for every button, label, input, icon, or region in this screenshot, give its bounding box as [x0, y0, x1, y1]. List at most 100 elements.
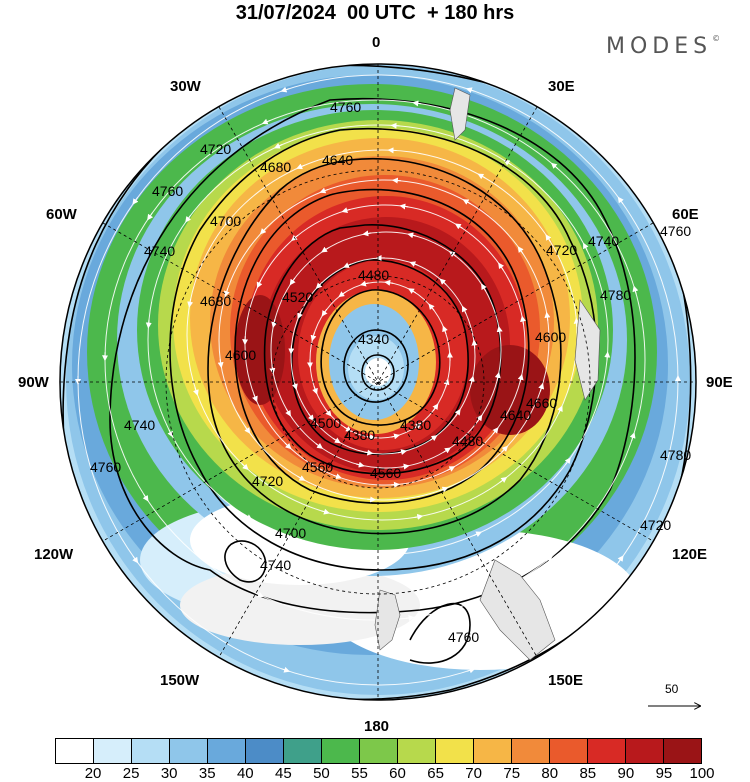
- wind-arrow: [252, 393, 258, 403]
- contour-label: 4640: [500, 407, 531, 423]
- brand-mark: ©: [712, 34, 721, 43]
- wind-arrow: [442, 325, 448, 335]
- wind-arrow: [481, 283, 487, 292]
- colorbar-swatch: [94, 739, 132, 763]
- wind-arrow: [448, 251, 457, 258]
- contour-label: 4760: [660, 223, 691, 239]
- wind-arrow: [285, 408, 291, 417]
- wind-arrow: [356, 551, 366, 558]
- wind-arrow: [492, 427, 499, 435]
- wind-arrow: [193, 387, 199, 396]
- contour-label: 4520: [282, 289, 313, 305]
- wind-arrow: [564, 457, 571, 465]
- contour-label: 4760: [448, 629, 479, 645]
- wind-arrow: [407, 232, 417, 239]
- wind-arrow: [315, 442, 324, 449]
- colorbar-tick-label: 50: [313, 765, 330, 782]
- wind-arrow: [428, 303, 435, 311]
- wind-arrow: [573, 317, 580, 327]
- wind-arrow: [617, 555, 624, 563]
- contour-label: 4480: [358, 267, 389, 283]
- wind-arrow: [273, 142, 283, 149]
- wind-arrow: [466, 667, 476, 674]
- colorbar-tick-label: 60: [389, 765, 406, 782]
- wind-arrow: [432, 403, 439, 412]
- lon-label-90w: 90W: [18, 374, 49, 391]
- wind-arrow: [297, 475, 306, 481]
- contour-label: 4720: [546, 242, 577, 258]
- colorbar-swatch: [322, 739, 360, 763]
- colorbar-swatch: [626, 739, 664, 763]
- wind-arrow: [477, 173, 486, 180]
- wind-arrow: [473, 531, 483, 538]
- wind-arrow: [255, 591, 264, 598]
- colorbar-swatch: [284, 739, 322, 763]
- wind-arrow: [494, 371, 501, 381]
- wind-arrow: [338, 291, 346, 298]
- wind-arrow: [280, 86, 290, 93]
- contour-labels: 4760 4720 4680 4640 4760 4740 4700 4680 4600 4520…: [90, 99, 691, 645]
- contour-label: 4640: [322, 152, 353, 168]
- colorbar-swatch: [436, 739, 474, 763]
- contour-label: 4500: [310, 415, 341, 431]
- colorbar-tick-label: 55: [351, 765, 368, 782]
- wind-arrow: [132, 555, 139, 564]
- wind-arrow: [259, 227, 267, 235]
- wind-arrow: [496, 325, 503, 335]
- wind-arrow: [409, 261, 418, 267]
- wind-arrow: [390, 122, 400, 129]
- wind-arrow: [545, 555, 553, 562]
- colorbar-tick-label: 25: [122, 765, 140, 782]
- wind-arrow: [224, 218, 231, 226]
- lon-label-150w: 150W: [160, 672, 200, 689]
- wind-arrow: [310, 332, 317, 342]
- lon-label-120e: 120E: [672, 546, 708, 563]
- wind-arrow: [439, 278, 447, 286]
- contour-label: 4660: [526, 395, 557, 411]
- reference-vector-label: 50: [665, 682, 679, 696]
- wind-arrow: [454, 223, 463, 230]
- wind-arrow: [390, 481, 400, 488]
- wind-arrow: [319, 187, 329, 194]
- wind-arrow: [384, 279, 394, 286]
- contour-label: 4720: [252, 473, 283, 489]
- wind-arrow: [476, 414, 483, 423]
- wind-arrow: [355, 461, 365, 468]
- contour-label: 4760: [152, 183, 183, 199]
- contour-label: 4720: [200, 141, 231, 157]
- contour-label: 4740: [124, 417, 155, 433]
- wind-arrow: [632, 285, 639, 295]
- wind-arrow: [292, 381, 298, 390]
- wind-arrow: [297, 310, 303, 320]
- contour-label: 4340: [358, 331, 389, 347]
- wind-arrow: [241, 463, 249, 471]
- wind-arrow: [400, 463, 410, 470]
- colorbar-tick-label: 35: [198, 765, 216, 782]
- colorbar-tick-label: 80: [541, 765, 559, 782]
- wind-arrow: [583, 242, 589, 251]
- wind-arrow: [399, 203, 409, 210]
- colorbar-tick-label: 45: [275, 765, 292, 782]
- colorbar-tick-label: 40: [236, 765, 254, 782]
- colorbar-swatch: [170, 739, 208, 763]
- wind-arrow: [288, 345, 295, 355]
- wind-arrow: [468, 375, 475, 385]
- contour-label: 4680: [260, 159, 291, 175]
- wind-arrow: [447, 466, 456, 472]
- wind-arrow: [142, 493, 149, 502]
- lon-label-30e: 30E: [548, 78, 575, 95]
- wind-arrow: [471, 339, 478, 349]
- wind-arrow: [315, 282, 323, 289]
- wind-arrow: [465, 87, 475, 94]
- wind-arrow: [244, 426, 251, 434]
- wind-arrow: [367, 496, 377, 503]
- contour-label: 4780: [660, 447, 691, 463]
- wind-arrow: [332, 437, 341, 444]
- wind-arrow: [498, 262, 505, 271]
- colorbar-tick-label: 30: [160, 765, 178, 782]
- wind-arrow: [391, 177, 401, 184]
- lon-label-30w: 30W: [170, 78, 201, 95]
- lon-label-90e: 90E: [706, 374, 733, 391]
- wind-arrow: [343, 262, 352, 268]
- contour-label: 4680: [200, 293, 231, 309]
